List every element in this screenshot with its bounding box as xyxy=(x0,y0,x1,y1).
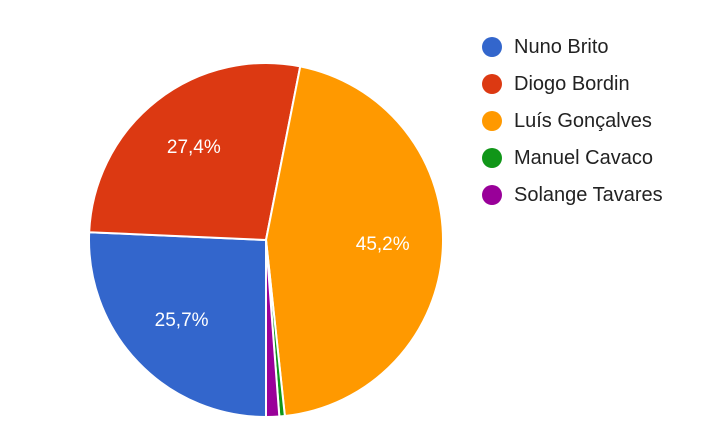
pie-slice-label: 27,4% xyxy=(167,137,221,158)
pie-slice-labels: 25,7% 27,4% 45,2% xyxy=(155,137,410,331)
legend-item-luis-goncalves[interactable]: Luís Gonçalves xyxy=(482,108,712,135)
legend-swatch xyxy=(482,37,502,57)
pie-slice-label: 45,2% xyxy=(356,234,410,255)
legend-label: Nuno Brito xyxy=(514,36,609,58)
legend-swatch xyxy=(482,148,502,168)
legend-item-diogo-bordin[interactable]: Diogo Bordin xyxy=(482,71,712,98)
legend-swatch xyxy=(482,185,502,205)
legend-item-nuno-brito[interactable]: Nuno Brito xyxy=(482,34,712,61)
pie-slice-label: 25,7% xyxy=(155,310,209,331)
legend-item-manuel-cavaco[interactable]: Manuel Cavaco xyxy=(482,145,712,172)
pie-slice-solange-tavares[interactable] xyxy=(265,239,281,418)
legend-item-solange-tavares[interactable]: Solange Tavares xyxy=(482,182,712,209)
pie-slice-diogo-bordin[interactable] xyxy=(88,62,302,241)
legend-swatch xyxy=(482,74,502,94)
pie-slice-nuno-brito[interactable] xyxy=(88,231,267,418)
legend-label: Manuel Cavaco xyxy=(514,147,653,169)
legend-label: Luís Gonçalves xyxy=(514,110,652,132)
pie-slices xyxy=(88,62,444,418)
chart-legend: Nuno Brito Diogo Bordin Luís Gonçalves M… xyxy=(482,34,712,219)
pie-slice-lu-s-gon-alves[interactable] xyxy=(265,65,444,417)
legend-label: Solange Tavares xyxy=(514,184,663,206)
legend-label: Diogo Bordin xyxy=(514,73,630,95)
legend-swatch xyxy=(482,111,502,131)
